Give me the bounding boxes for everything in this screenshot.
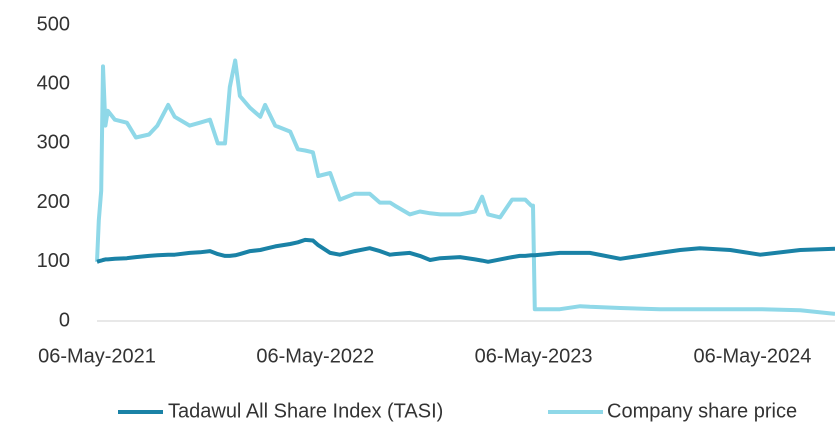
y-tick-label: 400 (37, 72, 70, 94)
line-series (95, 58, 835, 316)
y-tick-label: 300 (37, 132, 70, 154)
y-tick-label: 100 (37, 250, 70, 272)
line-series (96, 237, 835, 264)
x-tick-label: 06-May-2022 (256, 345, 374, 367)
x-tick-label: 06-May-2024 (694, 345, 812, 367)
x-tick-label: 06-May-2023 (475, 345, 593, 367)
x-tick-label: 06-May-2021 (38, 345, 156, 367)
y-tick-label: 0 (59, 309, 70, 331)
legend-label: Company share price (607, 400, 797, 422)
legend-label: Tadawul All Share Index (TASI) (168, 400, 443, 422)
y-tick-label: 500 (37, 13, 70, 35)
y-tick-label: 200 (37, 191, 70, 213)
